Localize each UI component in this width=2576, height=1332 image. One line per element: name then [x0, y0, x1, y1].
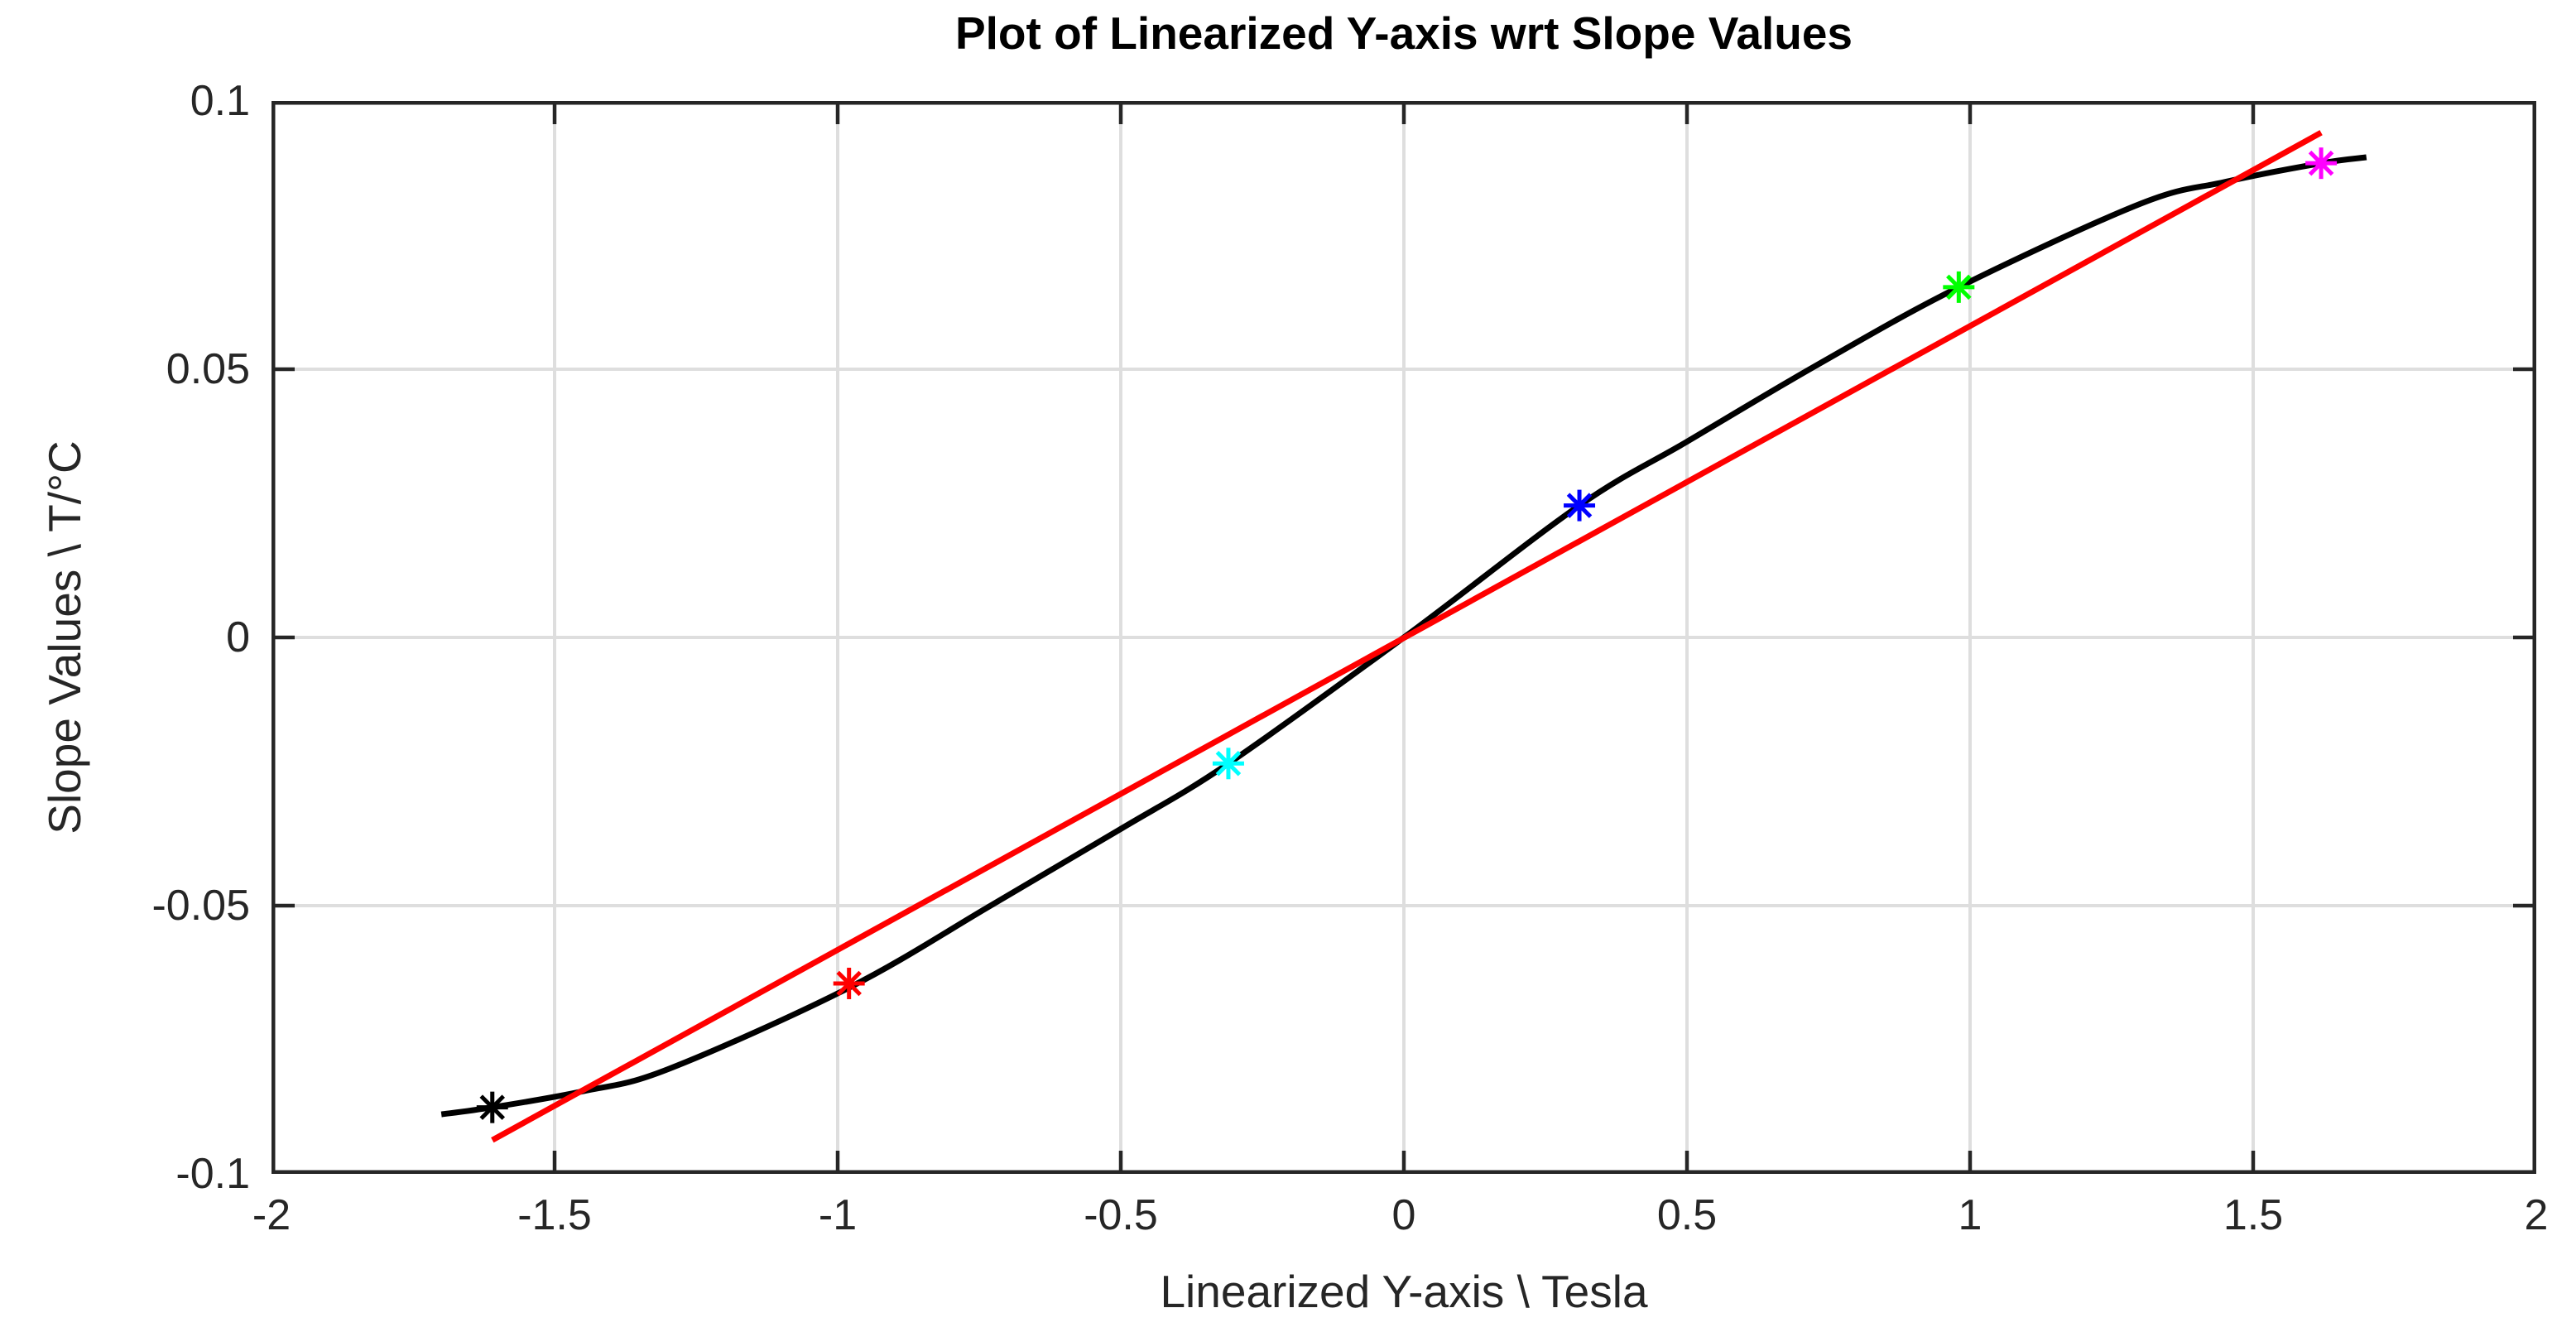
marker-asterisk [1943, 271, 1975, 303]
x-tick-label: 1 [1958, 1191, 1982, 1239]
chart-title: Plot of Linearized Y-axis wrt Slope Valu… [954, 7, 1853, 59]
x-tick-label: 1.5 [2223, 1191, 2284, 1239]
y-tick-label: -0.1 [175, 1150, 250, 1198]
marker-asterisk [476, 1091, 508, 1123]
x-tick-label: -0.5 [1084, 1191, 1158, 1239]
marker-asterisk [2305, 147, 2338, 180]
linear-fit [491, 130, 2323, 1143]
y-tick-label: 0 [226, 613, 250, 661]
x-tick-label: -2 [252, 1191, 291, 1239]
axes-box [272, 101, 2536, 1174]
marker-arm [1946, 274, 1972, 301]
marker-arm [1215, 751, 1242, 777]
marker-asterisk [833, 967, 865, 999]
x-tick-label: 0 [1391, 1191, 1416, 1239]
marker-asterisk [1212, 748, 1244, 780]
marker-asterisk [1564, 489, 1596, 522]
plot-area [272, 101, 2536, 1174]
marker-arm [836, 970, 862, 997]
marker-arm [2308, 150, 2334, 176]
y-tick-label: 0.05 [166, 345, 250, 393]
x-tick-label: 2 [2524, 1191, 2549, 1239]
y-tick-label: 0.1 [190, 77, 250, 125]
x-axis-label: Linearized Y-axis \ Tesla [1160, 1266, 1648, 1317]
marker-arm [479, 1094, 506, 1120]
y-tick-label: -0.05 [151, 882, 250, 930]
x-tick-label: -1.5 [517, 1191, 592, 1239]
x-tick-label: 0.5 [1656, 1191, 1718, 1239]
marker-arm [1566, 493, 1593, 518]
x-tick-label: -1 [818, 1191, 858, 1239]
